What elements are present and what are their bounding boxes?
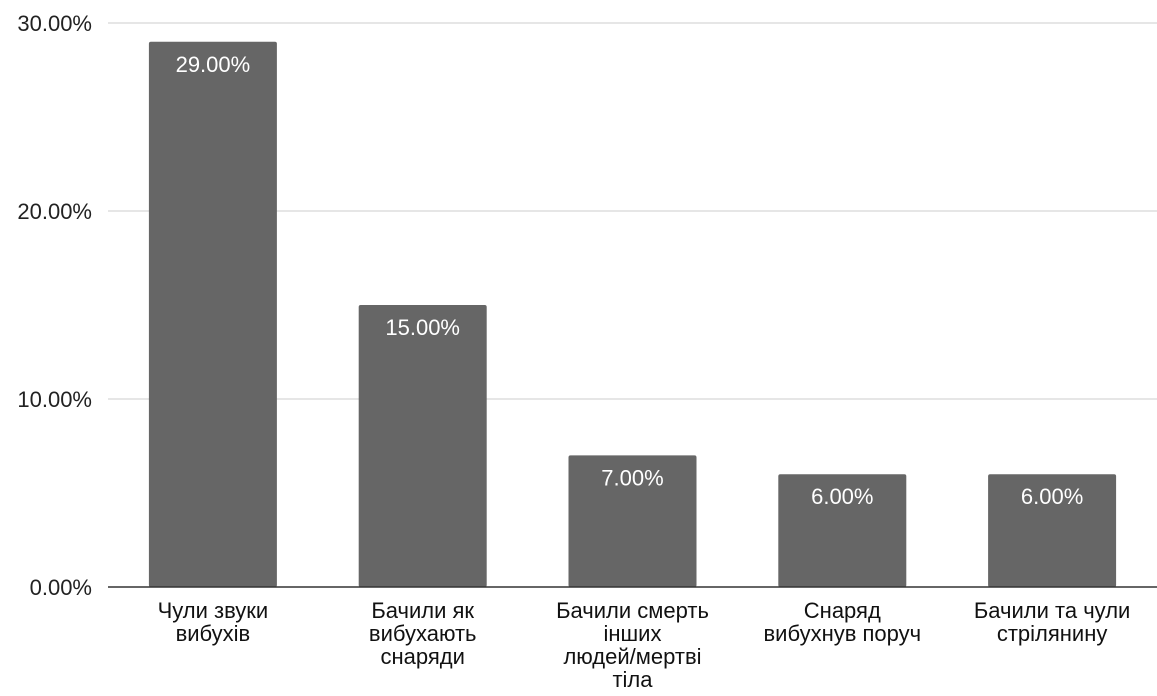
x-category-label-line: тіла xyxy=(612,667,653,692)
x-category-label-line: Бачили як xyxy=(371,598,474,623)
bar xyxy=(358,305,487,587)
x-category-label-line: вибухають xyxy=(369,621,477,646)
y-tick-label: 30.00% xyxy=(17,11,92,36)
x-category-label: Чули звуки вибухів xyxy=(158,598,269,646)
y-tick-label: 0.00% xyxy=(30,575,92,600)
x-category-label-line: Бачили смерть xyxy=(556,598,709,623)
gridlines xyxy=(108,22,1157,400)
bar xyxy=(988,474,1117,587)
y-axis-tick-labels: 0.00% 10.00% 20.00% 30.00% xyxy=(17,11,92,600)
data-labels: 29.00% 15.00% 7.00% 6.00% 6.00% xyxy=(176,52,1084,509)
data-label: 6.00% xyxy=(811,484,873,509)
bars xyxy=(148,41,1117,588)
bar xyxy=(568,455,697,587)
x-category-label-line: стрілянину xyxy=(997,621,1108,646)
x-category-label-line: снаряди xyxy=(380,644,464,669)
x-category-label-line: Бачили та чули xyxy=(974,598,1130,623)
y-tick-label: 20.00% xyxy=(17,199,92,224)
x-category-label: Снаряд вибухнув поруч xyxy=(763,598,921,646)
bar xyxy=(148,41,277,588)
x-category-label-line: Чули звуки xyxy=(158,598,269,623)
x-category-label: Бачили як вибухають снаряди xyxy=(369,598,477,669)
x-category-label-line: вибухнув поруч xyxy=(763,621,921,646)
data-label: 29.00% xyxy=(176,52,251,77)
x-category-label: Бачили смерть інших людей/мертві тіла xyxy=(556,598,709,692)
x-category-label: Бачили та чули стрілянину xyxy=(974,598,1130,646)
data-label: 15.00% xyxy=(385,315,460,340)
x-category-label-line: вибухів xyxy=(176,621,251,646)
x-category-label-line: Снаряд xyxy=(804,598,881,623)
data-label: 7.00% xyxy=(601,465,663,490)
x-axis-category-labels: Чули звуки вибухів Бачили як вибухають снаря… xyxy=(158,598,1131,692)
data-label: 6.00% xyxy=(1021,484,1083,509)
x-category-label-line: інших xyxy=(604,621,662,646)
bar xyxy=(778,474,907,587)
x-category-label-line: людей/мертві xyxy=(563,644,701,669)
y-tick-label: 10.00% xyxy=(17,387,92,412)
